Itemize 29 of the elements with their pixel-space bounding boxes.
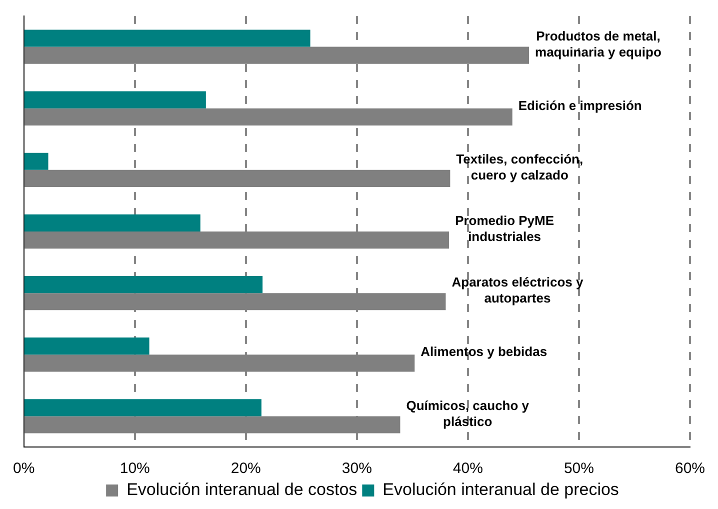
y-tick-label: Textiles, confección, cuero y calzado (456, 152, 584, 183)
bar (24, 338, 150, 355)
y-tick-label: Edición e impresión (518, 98, 642, 113)
bar (24, 354, 415, 372)
bar (24, 399, 262, 416)
bar (24, 91, 206, 108)
legend-label: Evolución interanual de precios (382, 480, 619, 500)
x-tick-label: 20% (230, 460, 261, 478)
bar (24, 214, 200, 232)
bar (24, 276, 263, 294)
y-tick-label: Promedio PyME industriales (455, 213, 554, 244)
x-tick-label: 50% (564, 460, 594, 478)
y-tick-label: Químicos, caucho y plástico (406, 398, 530, 429)
y-tick-label: Alimentos y bebidas (420, 344, 548, 360)
bar (24, 30, 310, 47)
x-tick-label: 0% (12, 460, 35, 478)
x-tick-label: 30% (342, 460, 372, 478)
bar (24, 170, 450, 188)
y-tick-label: Aparatos eléctricos y autopartes (452, 274, 584, 306)
bar (24, 46, 530, 64)
legend-label: Evolución interanual de costos (126, 480, 358, 500)
x-tick-label: 10% (120, 460, 150, 478)
bar (24, 108, 512, 126)
bar (24, 416, 400, 434)
x-tick-label: 40% (452, 460, 483, 478)
bar (24, 232, 450, 249)
bar (24, 152, 48, 170)
x-tick-label: 60% (674, 460, 706, 478)
bar (24, 293, 446, 310)
